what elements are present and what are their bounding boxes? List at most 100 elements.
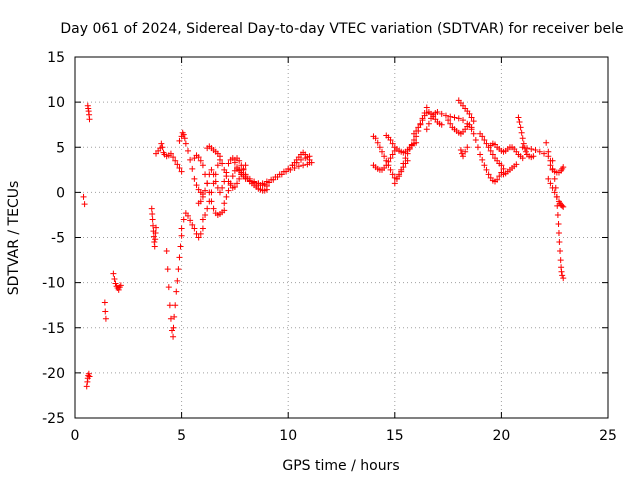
data-point (221, 207, 228, 214)
data-point (556, 239, 563, 246)
data-point (513, 161, 520, 168)
series-e6 (519, 144, 556, 164)
data-point (300, 162, 307, 169)
data-point (374, 139, 381, 146)
data-point (547, 180, 554, 187)
data-point (406, 146, 413, 153)
data-point (81, 201, 88, 208)
data-point (180, 216, 187, 223)
data-point (199, 193, 206, 200)
data-point (536, 148, 543, 155)
data-point (86, 373, 93, 380)
data-point (543, 139, 550, 146)
data-point (410, 137, 417, 144)
data-point (163, 248, 170, 255)
data-point (150, 233, 157, 240)
data-point (451, 114, 458, 121)
data-point (149, 211, 156, 218)
data-point (389, 151, 396, 158)
data-point (111, 276, 118, 283)
series-a2 (84, 102, 93, 123)
data-point (110, 270, 117, 277)
data-point (445, 117, 452, 124)
data-point (181, 135, 188, 142)
data-point (231, 183, 238, 190)
data-point (166, 302, 173, 309)
data-point (193, 182, 200, 189)
data-point (517, 124, 524, 131)
data-point (214, 162, 221, 169)
data-point (554, 211, 561, 218)
data-point (225, 160, 232, 167)
data-point (415, 124, 422, 131)
data-point (187, 156, 194, 163)
series-b3 (163, 232, 185, 340)
y-tick-label: -25 (42, 411, 65, 427)
data-point (178, 168, 185, 175)
data-point (176, 137, 183, 144)
data-point (494, 176, 501, 183)
data-point (530, 153, 537, 160)
series-e2 (477, 130, 505, 169)
plot-frame (74, 56, 609, 419)
data-point (223, 173, 230, 180)
data-point (515, 114, 522, 121)
data-point (173, 288, 180, 295)
data-point (153, 224, 160, 231)
data-point (270, 176, 277, 183)
data-point (165, 284, 172, 291)
series-e1 (468, 126, 507, 185)
data-point (246, 177, 253, 184)
x-tick-label: 5 (177, 428, 186, 444)
data-point (457, 146, 464, 153)
data-point (221, 200, 228, 207)
data-point (171, 313, 178, 320)
data-point (468, 114, 475, 121)
data-point (80, 193, 87, 200)
data-point (479, 133, 486, 140)
data-point (178, 225, 185, 232)
data-point (197, 230, 204, 237)
data-point (523, 145, 530, 152)
data-point (210, 180, 217, 187)
y-tick-label: -10 (42, 276, 65, 292)
data-point (219, 160, 226, 167)
data-point (442, 112, 449, 119)
data-point (468, 126, 475, 133)
series-c4 (204, 143, 223, 160)
data-point (199, 225, 206, 232)
data-point (117, 282, 124, 289)
data-point (202, 171, 209, 178)
data-point (438, 110, 445, 117)
series-d8 (455, 97, 477, 125)
data-point (470, 118, 477, 125)
data-point (184, 212, 191, 219)
data-point (438, 121, 445, 128)
series-d7 (445, 117, 473, 137)
series-f1 (543, 139, 567, 282)
data-point (466, 121, 473, 128)
data-point (557, 257, 564, 264)
data-point (402, 155, 409, 162)
y-tick-label: 15 (47, 50, 65, 66)
data-point (189, 221, 196, 228)
data-points (80, 97, 567, 390)
data-point (86, 116, 93, 123)
data-point (236, 157, 243, 164)
data-point (472, 137, 479, 144)
y-tick-label: 10 (47, 95, 65, 111)
data-point (229, 173, 236, 180)
data-point (455, 115, 462, 122)
data-point (274, 174, 281, 181)
data-point (167, 150, 174, 157)
data-point (413, 128, 420, 135)
data-point (197, 198, 204, 205)
data-point (199, 216, 206, 223)
data-point (528, 146, 535, 153)
data-point (519, 144, 526, 151)
x-tick-label: 20 (492, 428, 510, 444)
data-point (400, 160, 407, 167)
series-c6 (231, 155, 270, 194)
data-point (152, 229, 159, 236)
